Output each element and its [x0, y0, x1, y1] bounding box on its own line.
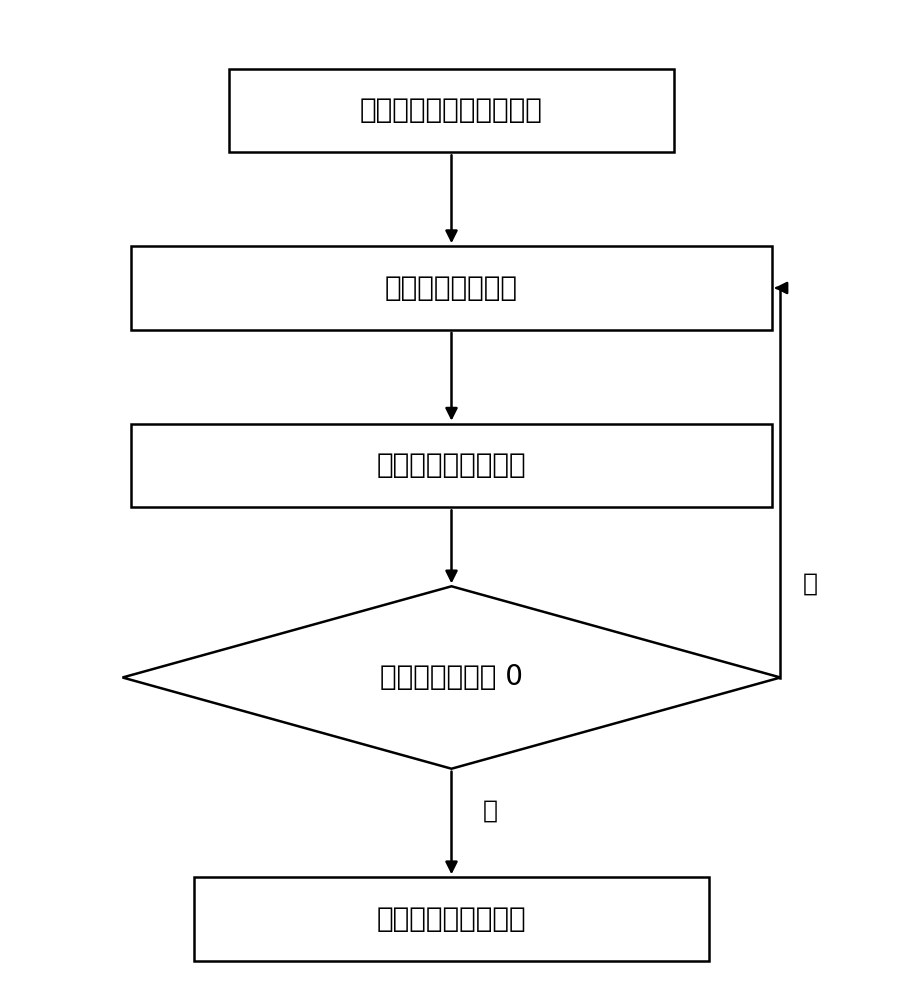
Text: 燃气量按比例下降: 燃气量按比例下降	[384, 274, 518, 302]
Text: 天然气量是否为 0: 天然气量是否为 0	[380, 664, 522, 692]
Text: 气切油模式转换完成: 气切油模式转换完成	[376, 905, 526, 933]
Text: 是: 是	[482, 799, 497, 823]
FancyBboxPatch shape	[193, 877, 709, 961]
FancyBboxPatch shape	[229, 69, 673, 152]
Text: 否: 否	[802, 572, 817, 596]
Polygon shape	[123, 586, 779, 769]
FancyBboxPatch shape	[132, 246, 770, 330]
FancyBboxPatch shape	[132, 424, 770, 507]
Text: 退出双燃料模式切换开始: 退出双燃料模式切换开始	[360, 96, 542, 124]
Text: 调整燃气量稳定转速: 调整燃气量稳定转速	[376, 451, 526, 479]
